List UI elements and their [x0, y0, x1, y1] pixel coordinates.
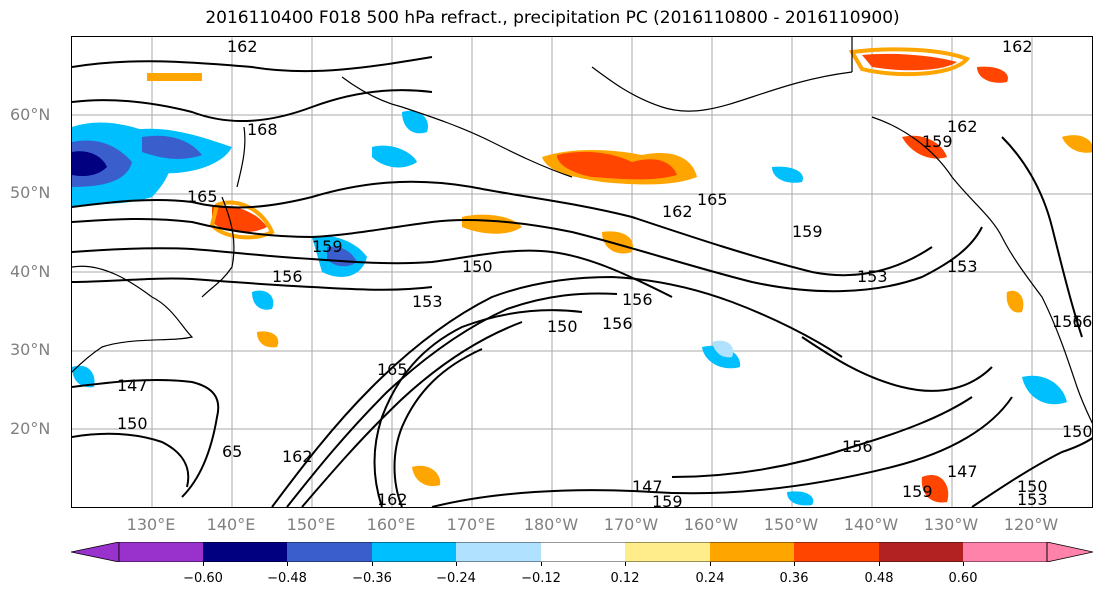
colorbar-tickmark [372, 562, 373, 566]
colorbar-tickmark [203, 562, 204, 566]
lon-label: 170°W [603, 515, 659, 534]
contour-label: 150 [462, 257, 493, 276]
colorbar-tick-label: 0.36 [779, 571, 809, 586]
colorbar-tickmark [879, 562, 880, 566]
colorbar-tick-label: 0.60 [948, 571, 978, 586]
colorbar-tickmark [541, 562, 542, 566]
colorbar-segment [625, 542, 710, 562]
contour-label: 156 [842, 437, 873, 456]
colorbar-tick-label: −0.24 [436, 571, 476, 586]
colorbar-segment [963, 542, 1047, 562]
lon-label: 120°W [1003, 515, 1059, 534]
colorbar-tickmark [456, 562, 457, 566]
contour-label: 147 [947, 462, 978, 481]
contour-label: 147 [117, 376, 148, 395]
contour-label: 156 [622, 290, 653, 309]
lon-label: 180°W [523, 515, 579, 534]
contour-label: 165 [187, 187, 218, 206]
contour-label: 159 [652, 492, 683, 508]
contour-label: 159 [922, 132, 953, 151]
contour-label: 165 [377, 360, 408, 379]
contour-label: 156 [1052, 312, 1083, 331]
colorbar-segment [372, 542, 456, 562]
map-panel: 162 168 165 159 156 150 153 147 165 162 … [71, 36, 1093, 508]
colorbar-tick-label: 0.48 [864, 571, 894, 586]
colorbar-tick-label: −0.48 [267, 571, 307, 586]
colorbar-tickmark [794, 562, 795, 566]
coastlines [72, 37, 1092, 424]
lon-label: 160°W [683, 515, 739, 534]
colorbar-segment [1046, 542, 1093, 562]
colorbar-tick-label: −0.36 [352, 571, 392, 586]
contour-label: 165 [697, 190, 728, 209]
contour-label: 162 [227, 37, 258, 56]
contour-label: 153 [1017, 490, 1048, 508]
lat-label: 50°N [10, 183, 51, 202]
contour-label: 159 [312, 237, 343, 256]
graticule [72, 37, 1092, 507]
colorbar-segment [71, 542, 120, 562]
lat-label: 30°N [10, 340, 51, 359]
contour-label: 162 [377, 490, 408, 508]
colorbar-segment [456, 542, 541, 562]
colorbar-tickmark [963, 562, 964, 566]
contour-label: 159 [902, 482, 933, 501]
contour-label: 150 [1017, 477, 1048, 496]
contour-label: 153 [947, 257, 978, 276]
colorbar-segment [879, 542, 963, 562]
colorbar-tick-label: 0.12 [610, 571, 640, 586]
colorbar-tickmark [287, 562, 288, 566]
colorbar-tickmark [625, 562, 626, 566]
contour-label: 150 [547, 317, 578, 336]
contour-label: 153 [412, 292, 443, 311]
colorbar-segment [287, 542, 372, 562]
lon-label: 140°E [206, 515, 256, 534]
contour-label: 156 [602, 314, 633, 333]
colorbar [71, 542, 1093, 562]
contour-label: 147 [632, 477, 663, 496]
colorbar-segment [710, 542, 794, 562]
colorbar-tick-label: −0.60 [183, 571, 223, 586]
contour-label: 150 [117, 414, 148, 433]
lon-label: 160°E [366, 515, 416, 534]
colorbar-tick-label: −0.12 [521, 571, 561, 586]
lon-label: 130°W [923, 515, 979, 534]
contour-label: 153 [857, 267, 888, 286]
contour-label: 162 [1002, 37, 1033, 56]
lon-label: 150°E [286, 515, 336, 534]
precip-shading [72, 47, 1092, 506]
contour-label: 65 [222, 442, 242, 461]
contour-label: 159 [792, 222, 823, 241]
colorbar-segment [203, 542, 287, 562]
lon-label: 140°W [843, 515, 899, 534]
colorbar-segment [119, 542, 203, 562]
map-svg: 162 168 165 159 156 150 153 147 165 162 … [72, 37, 1093, 508]
lat-label: 20°N [10, 419, 51, 438]
colorbar-tick-label: 0.24 [695, 571, 725, 586]
colorbar-segment [794, 542, 879, 562]
figure-title: 2016110400 F018 500 hPa refract., precip… [205, 8, 900, 28]
contour-label: 150 [1062, 422, 1093, 441]
contour-label: 162 [282, 447, 313, 466]
lat-label: 60°N [10, 105, 51, 124]
lon-label: 130°E [126, 515, 176, 534]
contour-label: 162 [947, 117, 978, 136]
lon-label: 150°W [763, 515, 819, 534]
contour-label: 168 [247, 120, 278, 139]
colorbar-tickmark [710, 562, 711, 566]
contour-label: 162 [662, 202, 693, 221]
colorbar-segment [541, 542, 625, 562]
lon-label: 170°E [446, 515, 496, 534]
contour-label: 156 [272, 267, 303, 286]
lat-label: 40°N [10, 262, 51, 281]
refractivity-contours [72, 56, 1092, 507]
contour-labels: 162 168 165 159 156 150 153 147 165 162 … [117, 37, 1093, 508]
contour-label: 165 [1072, 312, 1093, 331]
